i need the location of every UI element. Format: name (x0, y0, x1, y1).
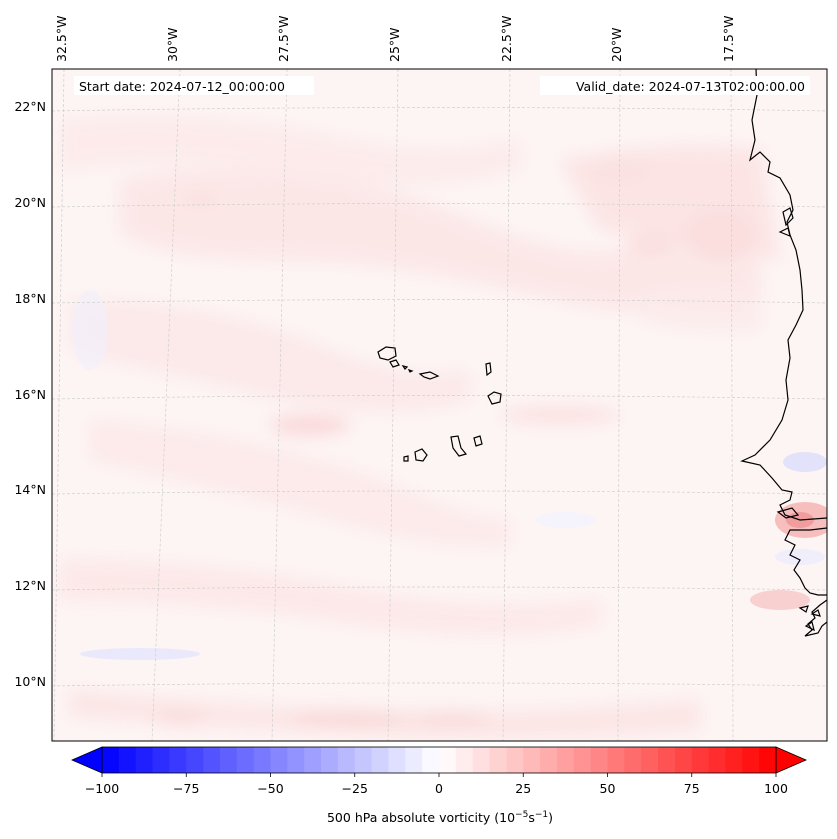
lat-label: 16°N (14, 387, 46, 402)
colorbar-segment (573, 747, 592, 773)
island-sao-nicolau (418, 371, 440, 380)
colorbar-ticks: −100 −75 −50 −25 0 25 50 75 100 (85, 773, 788, 796)
colorbar-segment (556, 747, 575, 773)
colorbar-segment (540, 747, 558, 773)
colorbar-tick-label: −100 (85, 781, 119, 796)
lon-label: 25°W (387, 27, 402, 62)
longitude-labels: 32.5°W 30°W 27.5°W 25°W 22.5°W 20°W 17.5… (54, 16, 736, 62)
lon-label: 20°W (609, 27, 624, 62)
valid-date-text: Valid_date: 2024-07-13T02:00:00.00 (576, 79, 805, 94)
lon-label: 32.5°W (54, 16, 69, 62)
vorticity-field (60, 116, 827, 738)
island-santo-antao (377, 346, 397, 361)
gambia-inlet (776, 507, 800, 519)
colorbar-tick-label: 100 (764, 781, 788, 796)
colorbar-segment (674, 747, 693, 773)
lon-label: 17.5°W (721, 16, 736, 62)
colorbar-segment (658, 747, 676, 773)
island-maio (473, 435, 483, 447)
colorbar-segment (405, 747, 423, 773)
valid-date-box (540, 76, 810, 95)
colorbar-segment (304, 747, 322, 773)
colorbar-segment (371, 747, 389, 773)
lat-label: 14°N (14, 482, 46, 497)
lon-label: 30°W (165, 27, 180, 62)
graticule (52, 69, 827, 741)
colorbar-high-extend-arrow (775, 746, 808, 774)
island-fogo (414, 448, 428, 462)
island-boa-vista (487, 391, 502, 405)
colorbar-segment (270, 747, 288, 773)
colorbar-low-extend-arrow (70, 746, 103, 774)
colorbar-tick-label: 25 (515, 781, 531, 796)
start-date-text: Start date: 2024-07-12_00:00:00 (79, 79, 285, 94)
colorbar-segment (624, 747, 642, 773)
colorbar-tick-label: −75 (173, 781, 199, 796)
colorbar-segment (236, 747, 255, 773)
colorbar-segment (523, 747, 541, 773)
colorbar-segment (506, 747, 524, 773)
island-sao-vicente (389, 359, 400, 368)
island-santa-luzia (401, 365, 414, 373)
map-frame (51, 68, 828, 742)
colorbar-segment (439, 747, 457, 773)
colorbar-segment (152, 747, 170, 773)
colorbar-label: 500 hPa absolute vorticity (10−5s−1) (327, 810, 553, 825)
bissagos (798, 605, 821, 632)
colorbar-segment (337, 747, 356, 773)
colorbar-tick-label: 50 (600, 781, 616, 796)
colorbar-segment (186, 747, 204, 773)
colorbar-segment (489, 747, 507, 773)
colorbar-segment (169, 747, 187, 773)
colorbar: −100 −75 −50 −25 0 25 50 75 100 500 hPa absolute… (70, 746, 808, 825)
island-sal (485, 362, 492, 377)
lat-label: 22°N (14, 99, 46, 114)
map-panel: Start date: 2024-07-12_00:00:00 Valid_da… (51, 68, 828, 742)
lat-label: 12°N (14, 578, 46, 593)
colorbar-tick-label: −25 (342, 781, 368, 796)
colorbar-tick-label: −50 (257, 781, 283, 796)
coastlines (377, 69, 827, 637)
lat-label: 20°N (14, 195, 46, 210)
coast-inlet (778, 207, 794, 237)
colorbar-segment (253, 747, 271, 773)
colorbar-segment (422, 747, 440, 773)
colorbar-segments (102, 747, 777, 773)
lat-label: 10°N (14, 674, 46, 689)
lat-label: 18°N (14, 291, 46, 306)
colorbar-segment (354, 747, 373, 773)
colorbar-tick-label: 75 (684, 781, 700, 796)
latitude-labels: 22°N 20°N 18°N 16°N 14°N 12°N 10°N (14, 99, 46, 689)
colorbar-segment (135, 747, 154, 773)
lon-label: 27.5°W (276, 16, 291, 62)
start-date-box (74, 76, 314, 95)
colorbar-segment (118, 747, 137, 773)
colorbar-segment (472, 747, 491, 773)
colorbar-segment (287, 747, 305, 773)
colorbar-segment (725, 747, 743, 773)
colorbar-segment (102, 747, 120, 773)
colorbar-segment (203, 747, 221, 773)
colorbar-segment (455, 747, 474, 773)
colorbar-segment (691, 747, 710, 773)
colorbar-segment (708, 747, 726, 773)
colorbar-segment (759, 747, 777, 773)
africa-coastline (740, 69, 827, 637)
lon-label: 22.5°W (499, 16, 514, 62)
colorbar-segment (742, 747, 760, 773)
colorbar-segment (607, 747, 625, 773)
colorbar-segment (219, 747, 238, 773)
colorbar-segment (641, 747, 659, 773)
island-brava (403, 455, 409, 462)
colorbar-tick-label: 0 (435, 781, 443, 796)
colorbar-segment (388, 747, 406, 773)
colorbar-segment (590, 747, 608, 773)
colorbar-segment (321, 747, 339, 773)
island-santiago (450, 435, 468, 457)
